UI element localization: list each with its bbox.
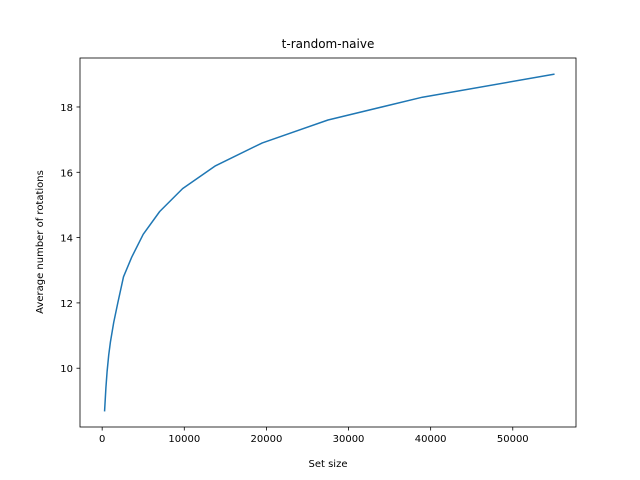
x-tick-label: 30000 [333,434,365,445]
y-axis-label: Average number of rotations [35,170,46,314]
x-tick-label: 50000 [497,434,529,445]
y-tick-label: 14 [60,234,73,245]
plot-frame [79,57,577,428]
tick-group: 0 10000 20000 30000 40000 50000 10 12 14 16 18 [60,103,528,445]
x-tick-label: 10000 [168,434,200,445]
y-tick-label: 10 [60,364,73,375]
series-line [103,73,555,412]
x-axis-label: Set size [309,459,348,470]
y-tick-label: 12 [60,299,73,310]
x-tick-label: 40000 [415,434,447,445]
x-tick-label: 20000 [251,434,283,445]
chart-title: t-random-naive [282,37,375,51]
y-tick-label: 16 [60,168,73,179]
y-tick-label: 18 [60,103,73,114]
x-tick-label: 0 [99,434,105,445]
